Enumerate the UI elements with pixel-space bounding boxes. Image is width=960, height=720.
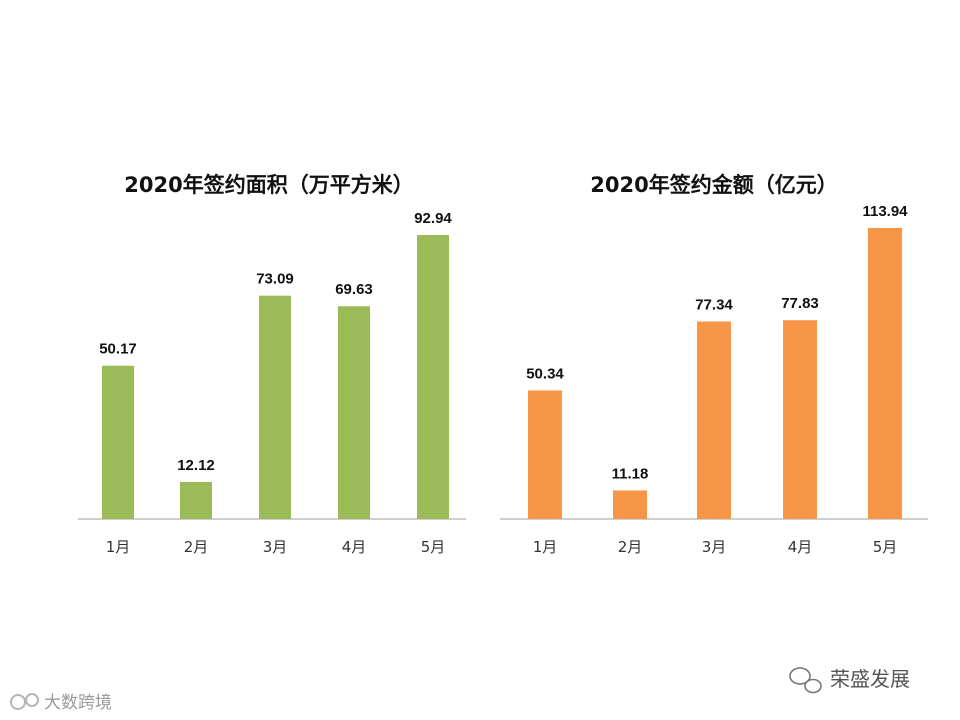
- x-tick-label-1: 1月: [533, 538, 558, 556]
- x-tick-label-5: 5月: [421, 538, 446, 556]
- data-label-5: 92.94: [414, 210, 452, 227]
- chart-title: 2020年签约面积（万平方米）: [124, 173, 413, 197]
- data-label-1: 50.34: [526, 365, 564, 382]
- bar-1: [528, 390, 562, 519]
- data-label-4: 77.83: [781, 295, 819, 312]
- bar-2: [613, 490, 647, 519]
- watermark-right: 荣盛发展: [789, 667, 910, 694]
- x-tick-label-4: 4月: [342, 538, 367, 556]
- bar-5: [417, 235, 449, 519]
- chart-title: 2020年签约金额（亿元）: [590, 173, 837, 197]
- chart-area-signing: 2020年签约面积（万平方米） 50.17 12.12 73.09 69.63 92.9…: [78, 173, 466, 556]
- data-label-3: 73.09: [256, 271, 294, 288]
- bar-3: [697, 321, 731, 519]
- x-tick-label-3: 3月: [702, 538, 727, 556]
- watermark-logo-icon: [25, 693, 39, 707]
- x-tick-label-1: 1月: [106, 538, 131, 556]
- wechat-account-name: 荣盛发展: [830, 667, 910, 691]
- x-tick-label-4: 4月: [788, 538, 813, 556]
- bar-3: [259, 295, 291, 519]
- bar-2: [180, 481, 212, 519]
- chart-amount-signing: 2020年签约金额（亿元） 50.34 11.18 77.34 77.83 113.94…: [500, 173, 928, 556]
- x-tick-label-2: 2月: [618, 538, 643, 556]
- x-tick-label-5: 5月: [873, 538, 898, 556]
- bar-4: [783, 320, 817, 519]
- data-label-4: 69.63: [335, 281, 373, 298]
- watermark-text: 大数跨境: [44, 693, 112, 713]
- data-label-1: 50.17: [99, 341, 137, 358]
- data-label-5: 113.94: [862, 203, 908, 220]
- x-tick-label-3: 3月: [263, 538, 288, 556]
- wechat-icon: [789, 667, 811, 685]
- data-label-3: 77.34: [695, 296, 733, 313]
- watermark-left: 大数跨境: [10, 693, 112, 713]
- bar-1: [102, 365, 134, 519]
- wechat-icon-bubble: [804, 678, 822, 694]
- data-label-2: 12.12: [177, 457, 215, 474]
- data-label-2: 11.18: [612, 465, 649, 482]
- x-tick-label-2: 2月: [184, 538, 209, 556]
- bar-5: [868, 228, 902, 519]
- watermark-logo-icon: [10, 694, 26, 710]
- bar-4: [338, 306, 370, 519]
